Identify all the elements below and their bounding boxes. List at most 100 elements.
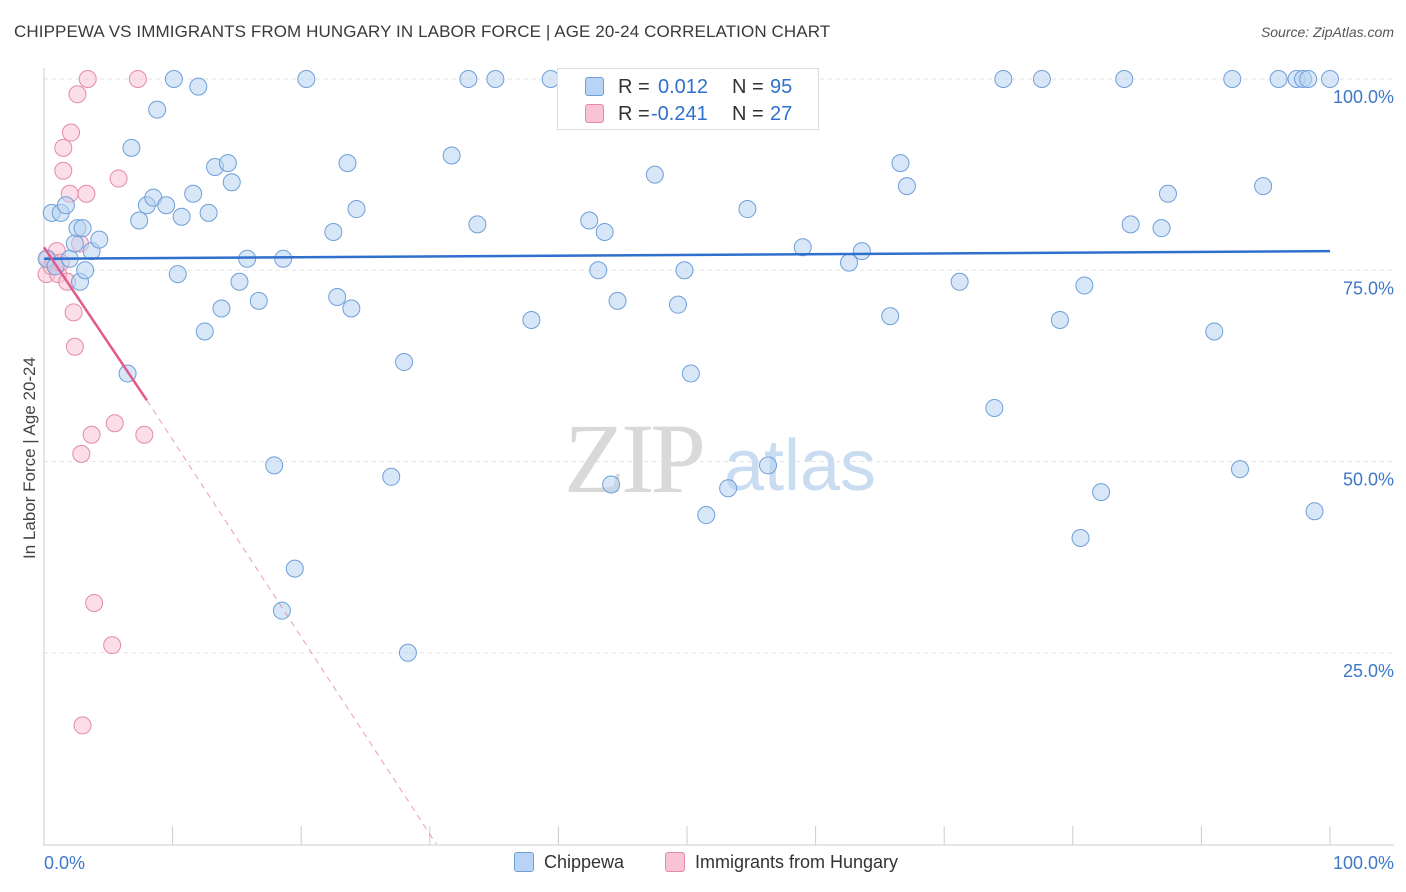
chippewa-point xyxy=(1269,70,1288,88)
stats-n-value: 27 xyxy=(770,103,793,125)
stats-r-value: -0.241 xyxy=(651,103,708,125)
chippewa-point xyxy=(172,207,191,226)
chippewa-point xyxy=(164,70,183,88)
legend-item-chippewa: Chippewa xyxy=(514,852,624,873)
chippewa-point xyxy=(76,261,95,280)
chippewa-point xyxy=(645,165,664,184)
chippewa-point xyxy=(265,456,284,475)
chippewa-point xyxy=(1230,460,1249,479)
chippewa-point xyxy=(468,215,487,234)
hungary-point xyxy=(128,70,147,88)
hungary-point xyxy=(72,444,91,463)
legend-label-chippewa: Chippewa xyxy=(544,852,625,872)
stats-swatch-chippewa xyxy=(585,77,604,96)
chippewa-point xyxy=(342,299,361,318)
chippewa-point xyxy=(328,288,347,307)
hungary-point xyxy=(103,636,122,655)
y-axis-label: In Labor Force | Age 20-24 xyxy=(20,357,39,559)
chippewa-point xyxy=(994,70,1013,88)
stats-r-label: R = xyxy=(618,103,650,125)
chippewa-point xyxy=(897,177,916,196)
chippewa-point xyxy=(668,295,687,314)
hungary-point xyxy=(77,184,96,203)
chippewa-point xyxy=(697,506,716,525)
watermark-zip: ZIP xyxy=(564,403,702,514)
x-tick-label: 0.0% xyxy=(44,853,85,873)
stats-n-label: N = xyxy=(732,103,764,125)
chippewa-point xyxy=(793,238,812,257)
chippewa-point xyxy=(1305,502,1324,521)
gridlines xyxy=(44,78,1394,654)
hungary-point xyxy=(54,161,73,180)
chippewa-point xyxy=(602,475,621,494)
stats-n-label: N = xyxy=(732,76,764,98)
hungary-point xyxy=(68,85,87,104)
chippewa-point xyxy=(56,196,75,215)
hungary-point xyxy=(62,123,81,142)
chippewa-point xyxy=(272,601,291,620)
chippewa-point xyxy=(212,299,231,318)
chippewa-point xyxy=(395,353,414,372)
chippewa-point xyxy=(285,559,304,578)
chippewa-point xyxy=(608,291,627,310)
chippewa-point xyxy=(881,307,900,326)
chippewa-point xyxy=(459,70,478,88)
chippewa-trend-line xyxy=(43,249,1331,261)
chippewa-point xyxy=(324,223,343,241)
stats-r-label: R = xyxy=(618,76,650,98)
stats-row-hungary: R = -0.241 N = 27 xyxy=(558,100,818,127)
chippewa-point xyxy=(148,100,167,119)
y-tick-label: 50.0% xyxy=(1343,470,1394,490)
chippewa-point xyxy=(130,211,149,230)
chippewa-point xyxy=(157,196,176,215)
chippewa-point xyxy=(184,184,203,203)
chippewa-point xyxy=(1032,70,1051,88)
tick-labels: 100.0% 75.0% 50.0% 25.0% 0.0% 100.0% xyxy=(44,87,1394,873)
y-tick-label: 25.0% xyxy=(1343,661,1394,681)
chippewa-point xyxy=(852,242,871,261)
chippewa-point xyxy=(398,643,417,662)
hungary-trend-line xyxy=(42,246,148,401)
chippewa-point xyxy=(589,261,608,280)
chart-source: Source: ZipAtlas.com xyxy=(1260,24,1394,40)
chippewa-point xyxy=(274,249,293,268)
chippewa-point xyxy=(230,272,249,291)
chippewa-point xyxy=(486,70,505,88)
chippewa-point xyxy=(382,467,401,486)
legend-item-hungary: Immigrants from Hungary xyxy=(665,852,898,873)
chippewa-point xyxy=(222,173,241,192)
chippewa-point xyxy=(1254,177,1273,196)
stats-box: R = 0.012 N = 95 R = -0.241 N = 27 xyxy=(557,68,819,130)
chippewa-point xyxy=(681,364,700,383)
chippewa-point xyxy=(347,200,366,219)
hungary-point xyxy=(135,425,154,444)
hungary-point xyxy=(82,425,101,444)
legend: Chippewa Immigrants from Hungary xyxy=(0,850,1406,880)
chippewa-point xyxy=(442,146,461,165)
chippewa-point xyxy=(1071,529,1090,547)
chippewa-point xyxy=(195,322,214,341)
hungary-points xyxy=(37,70,154,735)
watermark-atlas: atlas xyxy=(724,426,876,506)
chippewa-point xyxy=(595,223,614,241)
chippewa-point xyxy=(1050,310,1069,329)
chippewa-point xyxy=(719,479,738,498)
chippewa-point xyxy=(297,70,316,88)
hungary-trend-extension xyxy=(146,400,437,845)
legend-swatch-chippewa xyxy=(514,852,534,872)
chippewa-point xyxy=(122,138,141,157)
chippewa-point xyxy=(338,154,357,173)
x-tick-label: 100.0% xyxy=(1333,853,1394,873)
hungary-point xyxy=(54,138,73,157)
chippewa-point xyxy=(950,272,969,291)
chippewa-point xyxy=(249,291,268,310)
chippewa-point xyxy=(1321,70,1339,88)
chippewa-point xyxy=(675,261,694,280)
stats-r-value: 0.012 xyxy=(658,76,709,98)
chippewa-point xyxy=(580,211,599,230)
watermark: ZIP atlas xyxy=(564,403,876,514)
chart-title: CHIPPEWA VS IMMIGRANTS FROM HUNGARY IN L… xyxy=(14,22,831,41)
chippewa-point xyxy=(759,456,778,475)
hungary-point xyxy=(105,414,124,433)
